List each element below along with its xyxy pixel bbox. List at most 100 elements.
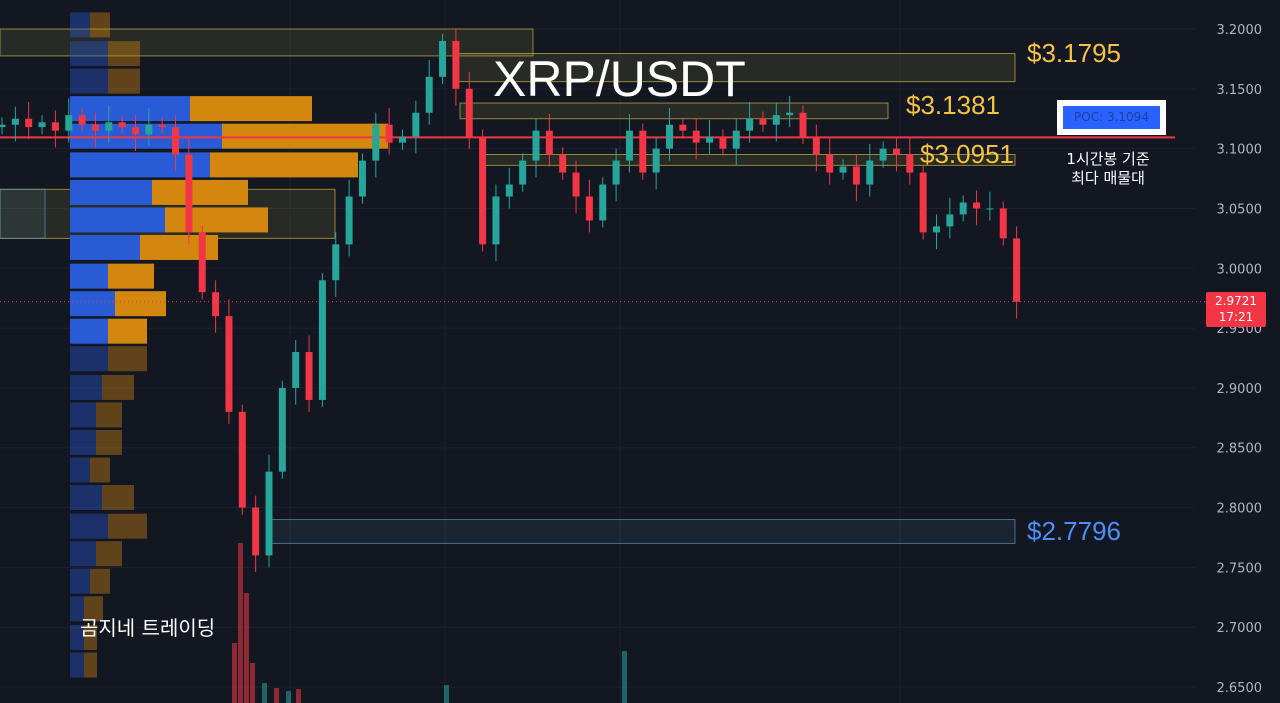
- volume-bar: [250, 663, 255, 703]
- profile-bar-down: [108, 41, 140, 67]
- candle-body: [11, 118, 19, 125]
- profile-bar-up: [70, 513, 108, 539]
- candle-body: [959, 202, 967, 215]
- profile-bar-down: [96, 402, 122, 428]
- volume-bar: [232, 643, 237, 703]
- profile-bar-up: [70, 402, 96, 428]
- candle-body: [118, 122, 126, 128]
- profile-bar-up: [70, 624, 84, 650]
- volume-bar: [238, 543, 243, 703]
- profile-bar-down: [190, 96, 312, 122]
- candle-body: [852, 166, 860, 185]
- candle-body: [1013, 238, 1021, 302]
- profile-bar-down: [96, 541, 122, 567]
- profile-bar-down: [108, 513, 147, 539]
- profile-bar-down: [90, 568, 110, 594]
- profile-bar-up: [70, 484, 102, 510]
- candle-body: [719, 136, 727, 149]
- zone-box: [269, 519, 1016, 544]
- candle-body: [786, 112, 794, 116]
- y-tick-label: 2.9000: [1217, 382, 1263, 397]
- poc-badge: POC: 3.1094: [1057, 100, 1166, 135]
- candle-body: [799, 112, 807, 137]
- candle-body: [425, 76, 433, 113]
- current-price-label: 2.9721 17:21: [1206, 292, 1266, 327]
- profile-bar-down: [84, 596, 103, 622]
- y-tick-label: 3.2000: [1217, 23, 1263, 38]
- profile-bar-down: [102, 484, 134, 510]
- candle-body: [505, 184, 513, 197]
- profile-bar-up: [70, 568, 90, 594]
- candle-body: [212, 292, 220, 317]
- candle-body: [532, 130, 540, 161]
- candle-body: [78, 115, 86, 125]
- candle-body: [826, 154, 834, 173]
- profile-bar-down: [108, 68, 140, 94]
- candle-body: [439, 40, 447, 77]
- profile-bar-up: [70, 179, 152, 205]
- profile-bar-down: [108, 263, 154, 289]
- profile-bar-up: [70, 346, 108, 372]
- candle-body: [639, 130, 647, 173]
- profile-bar-up: [70, 429, 96, 455]
- candle-body: [51, 122, 59, 131]
- candle-body: [265, 471, 273, 556]
- profile-bar-up: [70, 596, 84, 622]
- profile-bar-up: [70, 374, 102, 400]
- profile-bar-down: [222, 123, 388, 149]
- profile-bar-down: [152, 179, 248, 205]
- profile-bar-down: [84, 652, 97, 678]
- candle-body: [625, 130, 633, 161]
- y-tick-label: 2.6500: [1217, 681, 1263, 696]
- candle-body: [0, 124, 6, 128]
- y-tick-label: 3.0000: [1217, 262, 1263, 277]
- candle-body: [679, 124, 687, 131]
- candle-body: [25, 118, 33, 128]
- volume-bar: [244, 593, 249, 703]
- candle-body: [492, 196, 500, 245]
- volume-bar: [296, 689, 301, 703]
- profile-bar-up: [70, 457, 90, 483]
- candle-body: [91, 124, 99, 131]
- y-tick-label: 2.8500: [1217, 442, 1263, 457]
- y-tick-label: 2.8000: [1217, 502, 1263, 517]
- candle-body: [452, 40, 460, 89]
- candle-body: [479, 136, 487, 245]
- candle-body: [38, 122, 46, 128]
- candle-body: [999, 208, 1007, 239]
- candle-body: [759, 118, 767, 125]
- candle-body: [318, 280, 326, 400]
- profile-bar-up: [70, 652, 84, 678]
- candle-body: [358, 160, 366, 197]
- candle-body: [652, 148, 660, 173]
- y-tick-label: 2.7500: [1217, 561, 1263, 576]
- profile-bar-down: [165, 207, 268, 233]
- volume-bar: [286, 691, 291, 703]
- chart-title: XRP/USDT: [493, 51, 746, 107]
- candle-body: [225, 316, 233, 412]
- zone-box: [454, 53, 1016, 83]
- volume-bar: [444, 685, 449, 703]
- y-tick-label: 2.7000: [1217, 621, 1263, 636]
- brand-watermark: 곰지네 트레이딩: [80, 616, 216, 640]
- candle-body: [399, 136, 406, 143]
- candle-body: [65, 115, 73, 131]
- poc-note: 1시간봉 기준 최다 매물대: [1048, 150, 1168, 188]
- candle-body: [585, 196, 593, 221]
- volume-bar: [274, 688, 279, 703]
- candle-body: [839, 166, 847, 173]
- candle-body: [692, 130, 700, 143]
- level-label-3-0951: $3.0951: [920, 139, 1014, 169]
- profile-bar-up: [70, 207, 165, 233]
- candle-body: [145, 124, 153, 135]
- profile-bar-down: [84, 624, 97, 650]
- profile-bar-down: [90, 12, 110, 38]
- profile-bar-down: [96, 429, 122, 455]
- candle-body: [238, 411, 246, 508]
- candle-body: [305, 352, 313, 400]
- profile-bar-up: [70, 318, 108, 344]
- candle-body: [252, 507, 260, 556]
- profile-bar-down: [115, 291, 166, 317]
- candle-body: [906, 154, 914, 173]
